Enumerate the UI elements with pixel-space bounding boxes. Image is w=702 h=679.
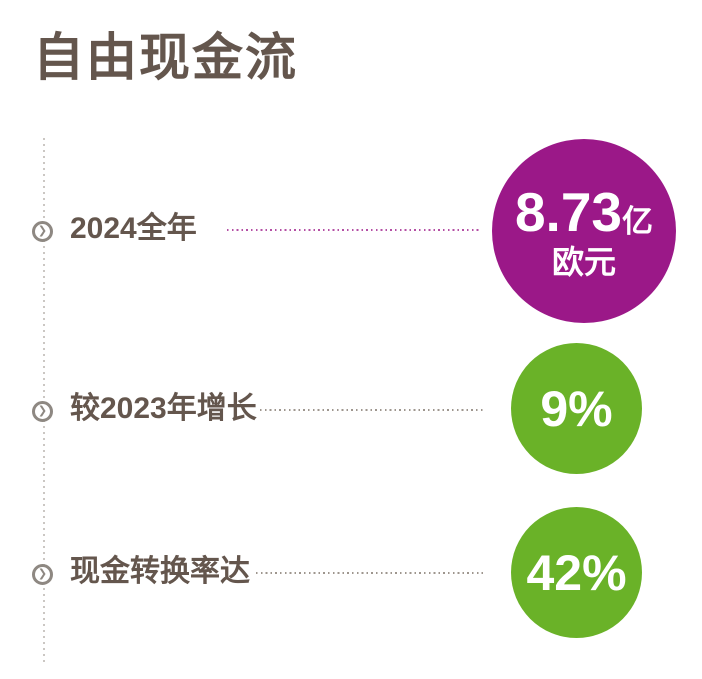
chevron-glyph: ❯	[37, 567, 48, 580]
chevron-glyph: ❯	[37, 224, 48, 237]
metric-value-main: 9%	[540, 380, 613, 437]
metric-value-currency: 欧元	[551, 243, 616, 280]
chevron-glyph: ❯	[37, 404, 48, 417]
metric-value-unit: 亿	[622, 203, 654, 239]
chevron-right-circle-icon: ❯	[32, 401, 53, 422]
metric-value-main: 8.73	[514, 180, 623, 243]
metric-label-conversion: 现金转换率达	[70, 555, 250, 588]
metric-value-circle-fcf: 8.73 亿 欧元	[492, 139, 676, 323]
timeline-dotted-line	[43, 138, 45, 662]
dotted-leader	[227, 229, 480, 231]
metric-label-2024: 2024全年	[70, 212, 197, 245]
metric-value-main: 42%	[526, 544, 627, 601]
metric-value-circle-conversion: 42%	[511, 507, 642, 638]
chevron-right-circle-icon: ❯	[32, 564, 53, 585]
metric-value-line: 8.73 亿	[514, 180, 654, 243]
page-title: 自由现金流	[33, 29, 299, 86]
metric-value-circle-growth: 9%	[511, 343, 642, 474]
dotted-leader	[260, 409, 485, 411]
metric-label-growth: 较2023年增长	[70, 392, 257, 425]
chevron-right-circle-icon: ❯	[32, 221, 53, 242]
dotted-leader	[256, 572, 483, 574]
